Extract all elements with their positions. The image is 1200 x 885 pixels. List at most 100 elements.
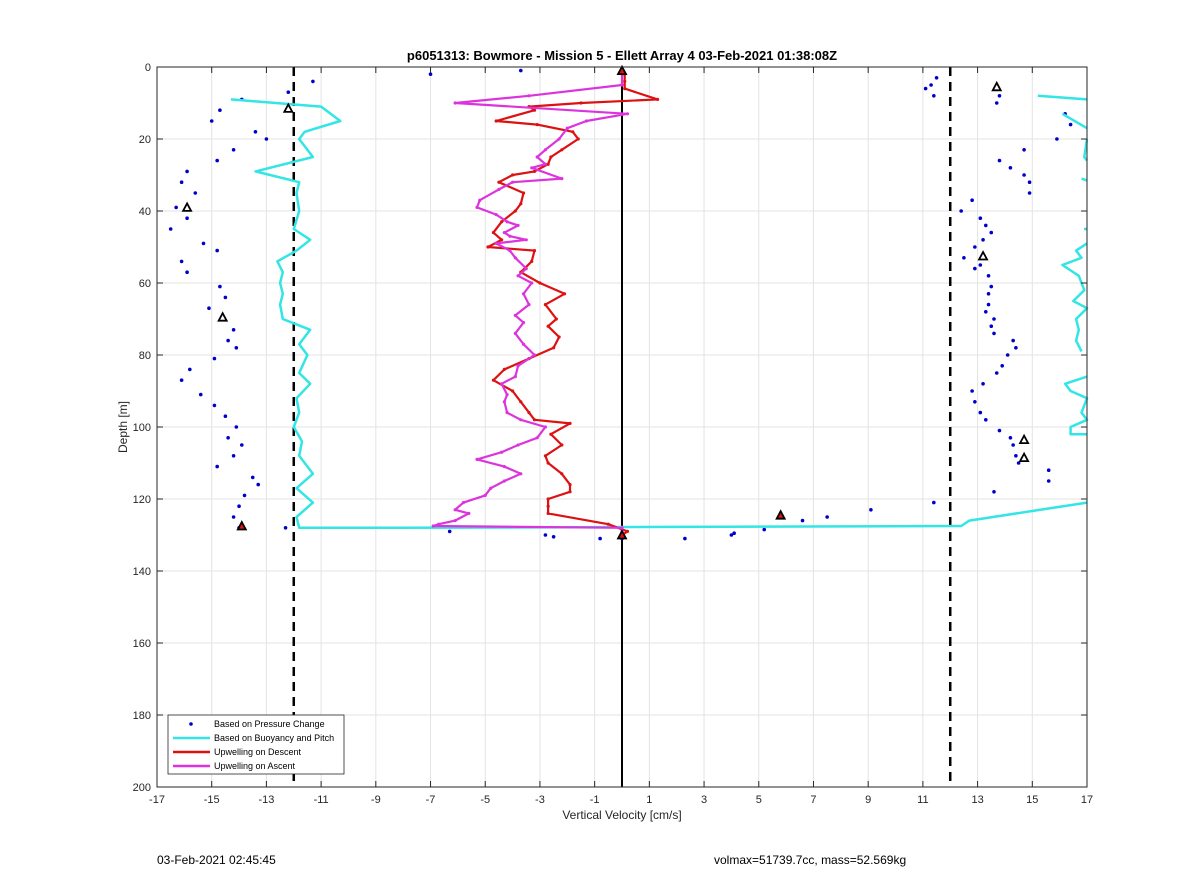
x-tick-label: -15 (204, 794, 220, 806)
triangle-marker (217, 311, 229, 322)
triangle-marker (775, 509, 787, 520)
pressure-change-point (683, 536, 687, 541)
pressure-change-point (983, 223, 988, 228)
series-point (500, 382, 504, 386)
series-point (437, 522, 441, 526)
pressure-change-point (1008, 436, 1013, 440)
pressure-change-point (168, 227, 173, 231)
series-point (557, 335, 561, 339)
series-point (521, 321, 526, 325)
pressure-change-point (1022, 148, 1026, 152)
series-point (584, 119, 589, 123)
pressure-change-point (218, 284, 222, 289)
pressure-change-point (185, 169, 189, 174)
series-point (560, 148, 564, 152)
pressure-change-point (1046, 468, 1051, 473)
pressure-change-point (986, 274, 991, 278)
pressure-change-point (1005, 353, 1010, 357)
buoyancy-pitch-segment (230, 98, 1088, 530)
series-point (519, 472, 523, 476)
pressure-change-point (1022, 173, 1026, 177)
series-point (431, 524, 435, 528)
pressure-change-point (1011, 338, 1015, 343)
pressure-change-point (226, 338, 230, 343)
series-point (568, 421, 572, 425)
pressure-change-point (992, 331, 996, 336)
series-point (530, 166, 534, 170)
series-point (543, 425, 548, 429)
x-tick-label: -9 (371, 794, 381, 806)
series-point (502, 465, 506, 469)
pressure-change-point (978, 263, 983, 267)
pressure-change-point (256, 482, 261, 487)
series-point (530, 259, 534, 263)
x-tick-label: 7 (810, 794, 816, 806)
series-point (546, 497, 550, 501)
series-point (502, 231, 506, 235)
pressure-change-point (551, 535, 556, 539)
pressure-change-point (1014, 346, 1018, 350)
axis-ticks: -17 -15 -13 -11 -9 -7 -5 -3 -1 1 3 5 7 9 11 13 15 1702040… (133, 62, 1093, 806)
pressure-change-point (962, 255, 966, 260)
series-point (620, 83, 624, 87)
pressure-change-point (311, 79, 315, 84)
pressure-change-point (212, 356, 217, 361)
pressure-change-point (989, 230, 994, 235)
series-layer (168, 68, 1089, 541)
pressure-change-point (1016, 461, 1021, 465)
pressure-change-point (994, 101, 999, 105)
pressure-change-point (983, 310, 988, 314)
series-point (549, 155, 553, 159)
series-point (500, 238, 504, 242)
triangle-marker (991, 80, 1003, 92)
pressure-change-point (1011, 443, 1015, 447)
series-point (554, 317, 558, 321)
pressure-change-point (932, 500, 936, 505)
pressure-change-point (201, 241, 206, 246)
legend-label: Based on Buoyancy and Pitch (214, 733, 334, 743)
pressure-change-point (986, 292, 991, 296)
series-point (625, 112, 630, 116)
y-tick-label: 80 (139, 350, 151, 362)
series-point (467, 511, 471, 515)
pressure-change-point (934, 76, 939, 80)
pressure-change-point (286, 90, 291, 94)
pressure-change-point (732, 531, 736, 535)
series-point (546, 504, 550, 508)
series-point (475, 205, 479, 209)
pressure-change-point (973, 266, 977, 271)
series-point (532, 249, 537, 253)
buoyancy-pitch-segment (1081, 177, 1088, 182)
pressure-change-point (978, 410, 983, 415)
pressure-change-point (179, 180, 184, 184)
triangle-markers (181, 64, 1030, 540)
pressure-change-point (518, 68, 523, 73)
series-point (516, 364, 520, 368)
series-point (535, 155, 539, 159)
series-point (489, 486, 493, 490)
series-point (510, 180, 515, 184)
pressure-change-point (932, 94, 936, 98)
series-point (571, 130, 575, 134)
series-point (486, 245, 490, 249)
pressure-change-point (223, 295, 228, 300)
series-point (513, 331, 517, 335)
series-line (432, 70, 629, 532)
series-point (546, 461, 550, 465)
pressure-change-point (231, 148, 236, 152)
pressure-change-point (973, 400, 977, 404)
series-point (505, 393, 509, 397)
series-point (552, 346, 556, 350)
series-point (623, 79, 627, 83)
triangle-marker (977, 250, 989, 261)
series-point (508, 249, 512, 253)
pressure-change-point (234, 346, 239, 350)
x-tick-label: -3 (535, 794, 545, 806)
x-tick-label: 1 (646, 794, 652, 806)
series-point (524, 238, 528, 242)
series-point (535, 436, 539, 440)
pressure-change-point (989, 324, 994, 329)
series-point (505, 411, 509, 415)
series-point (606, 522, 610, 526)
